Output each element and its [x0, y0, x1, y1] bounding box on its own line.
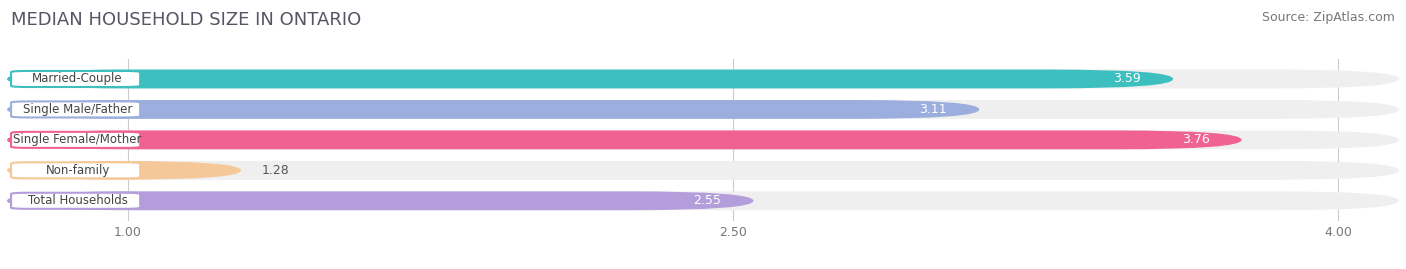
Text: Non-family: Non-family: [45, 164, 110, 177]
FancyBboxPatch shape: [11, 132, 141, 148]
FancyBboxPatch shape: [7, 130, 1399, 149]
FancyBboxPatch shape: [11, 101, 141, 118]
FancyBboxPatch shape: [7, 191, 1399, 210]
Text: Total Households: Total Households: [28, 194, 128, 207]
FancyBboxPatch shape: [7, 161, 240, 180]
FancyBboxPatch shape: [7, 161, 1399, 180]
FancyBboxPatch shape: [11, 193, 141, 209]
Text: Married-Couple: Married-Couple: [32, 72, 122, 86]
FancyBboxPatch shape: [7, 100, 1399, 119]
Text: MEDIAN HOUSEHOLD SIZE IN ONTARIO: MEDIAN HOUSEHOLD SIZE IN ONTARIO: [11, 11, 361, 29]
Text: Single Male/Father: Single Male/Father: [22, 103, 132, 116]
FancyBboxPatch shape: [7, 100, 980, 119]
Text: 3.59: 3.59: [1114, 72, 1140, 86]
Text: 1.28: 1.28: [262, 164, 290, 177]
FancyBboxPatch shape: [7, 130, 1241, 149]
Text: Source: ZipAtlas.com: Source: ZipAtlas.com: [1261, 11, 1395, 24]
Text: 3.76: 3.76: [1181, 133, 1209, 146]
FancyBboxPatch shape: [7, 69, 1173, 89]
FancyBboxPatch shape: [11, 162, 141, 178]
Text: 3.11: 3.11: [920, 103, 948, 116]
Text: 2.55: 2.55: [693, 194, 721, 207]
FancyBboxPatch shape: [7, 191, 754, 210]
Text: Single Female/Mother: Single Female/Mother: [14, 133, 142, 146]
FancyBboxPatch shape: [7, 69, 1399, 89]
FancyBboxPatch shape: [11, 71, 141, 87]
